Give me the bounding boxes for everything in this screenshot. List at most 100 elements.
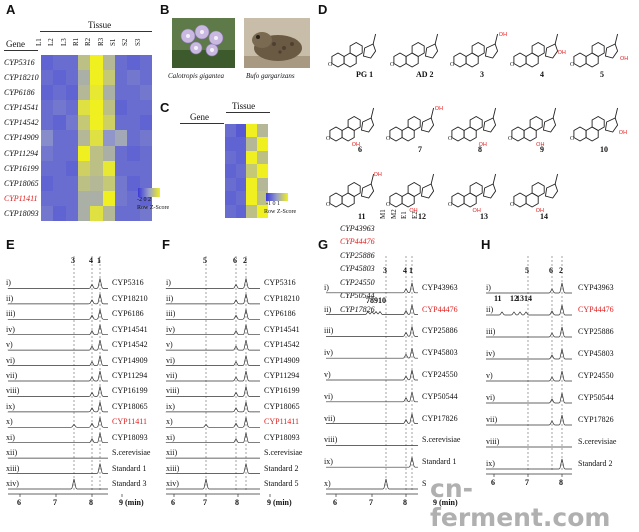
- heatmap-cell: [53, 161, 66, 177]
- heatmap-cell: [53, 55, 66, 71]
- gene-label: CYP6186: [4, 88, 35, 97]
- svg-text:OH: OH: [620, 56, 628, 62]
- svg-text:O: O: [450, 62, 455, 68]
- peak-label: 1: [97, 256, 101, 265]
- compound-label: 8: [478, 145, 482, 154]
- heatmap-c-gene-rule: [180, 123, 224, 124]
- heatmap-cell: [41, 130, 54, 146]
- heatmap-cell: [103, 130, 116, 146]
- heatmap-cell: [140, 55, 153, 71]
- trace-name: CYP17826: [422, 414, 458, 423]
- chromatogram-trace: [8, 294, 108, 304]
- peak-label: 5: [203, 256, 207, 265]
- heatmap-cell: [246, 178, 257, 192]
- trace-index: viii): [166, 386, 179, 395]
- svg-text:O: O: [386, 202, 391, 208]
- svg-text:O: O: [390, 62, 395, 68]
- heatmap-cell: [257, 137, 268, 151]
- peak-label: 3: [383, 266, 387, 275]
- chromatogram-trace: [326, 414, 418, 424]
- chromatogram-trace: [486, 371, 572, 381]
- trace-index: v): [166, 340, 173, 349]
- heatmap-cell: [41, 191, 54, 207]
- trace-index: vii): [166, 371, 177, 380]
- heatmap-cell: [53, 176, 66, 192]
- calotropis-flower-photo: [172, 18, 235, 68]
- steroid-structure: OOH: [326, 108, 374, 148]
- heatmap-cell: [78, 55, 91, 71]
- heatmap-cell: [246, 191, 257, 205]
- heatmap-cell: [66, 100, 79, 116]
- heatmap-cell: [53, 191, 66, 207]
- heatmap-cell: [225, 178, 236, 192]
- compound-label: 11: [358, 212, 366, 221]
- svg-text:O: O: [448, 202, 453, 208]
- heatmap-cell: [53, 85, 66, 101]
- trace-name: CYP44476: [578, 305, 614, 314]
- trace-name: CYP6186: [112, 309, 144, 318]
- heatmap-cell: [225, 124, 236, 138]
- heatmap-cell: [225, 191, 236, 205]
- steroid-structure: OOH: [450, 32, 507, 68]
- chromatogram-trace: [486, 459, 572, 469]
- steroid-structure: OOH: [326, 172, 382, 208]
- chromatogram-trace: [166, 294, 260, 304]
- chromatogram-trace: [166, 386, 260, 396]
- heatmap-c-tissue-rule: [226, 112, 270, 113]
- heatmap-cell: [41, 100, 54, 116]
- trace-index: x): [324, 479, 331, 488]
- x-tick-label: 8: [89, 498, 93, 507]
- heatmap-cell: [140, 70, 153, 86]
- trace-name: CYP44476: [422, 305, 458, 314]
- heatmap-cell: [127, 161, 140, 177]
- watermark: cn-ferment.com: [430, 474, 639, 532]
- chromatogram-f: [160, 250, 320, 512]
- trace-name: CYP18065: [112, 402, 148, 411]
- trace-index: ix): [166, 402, 175, 411]
- heatmap-cell: [53, 70, 66, 86]
- steroid-structure: OOH: [386, 174, 434, 214]
- trace-name: CYP18065: [264, 402, 300, 411]
- trace-name: CYP14909: [264, 356, 300, 365]
- heatmap-c-legend-ticks: -1 0 1: [266, 201, 280, 207]
- heatmap-cell: [41, 55, 54, 71]
- gene-label: CYP16199: [4, 164, 39, 173]
- trace-name: CYP14542: [112, 340, 148, 349]
- steroid-structure: O: [390, 34, 438, 68]
- heatmap-cell: [115, 55, 128, 71]
- trace-name: Standard 3: [112, 479, 146, 488]
- steroid-structure: OOH: [508, 108, 556, 148]
- trace-index: viii): [486, 437, 499, 446]
- svg-text:O: O: [328, 62, 333, 68]
- heatmap-cell: [257, 151, 268, 165]
- trace-index: vi): [486, 393, 495, 402]
- heatmap-cell: [127, 130, 140, 146]
- svg-text:O: O: [326, 136, 331, 142]
- heatmap-cell: [66, 191, 79, 207]
- trace-name: CYP14542: [264, 340, 300, 349]
- trace-name: CYP18093: [264, 433, 300, 442]
- heatmap-cell: [53, 206, 66, 222]
- heatmap-column-header: L3: [60, 38, 68, 46]
- trace-index: ii): [166, 294, 173, 303]
- svg-text:O: O: [386, 136, 391, 142]
- gene-label: CYP11294: [4, 149, 38, 158]
- heatmap-cell: [53, 146, 66, 162]
- compound-label: 9: [540, 145, 544, 154]
- trace-name: S.cerevisiae: [264, 448, 302, 457]
- trace-index: vi): [324, 392, 333, 401]
- trace-name: S.cerevisiae: [422, 435, 460, 444]
- gene-label: CYP11411: [4, 194, 37, 203]
- trace-index: vii): [324, 414, 335, 423]
- trace-index: xi): [6, 433, 15, 442]
- heatmap-cell: [90, 130, 103, 146]
- trace-name: CYP16199: [264, 386, 300, 395]
- steroid-structure: OOH: [570, 108, 627, 142]
- heatmap-cell: [246, 137, 257, 151]
- trace-index: vii): [486, 415, 497, 424]
- compound-label: 7: [418, 145, 422, 154]
- steroid-structure: O: [328, 34, 376, 68]
- heatmap-cell: [103, 115, 116, 131]
- trace-name: CYP18093: [112, 433, 148, 442]
